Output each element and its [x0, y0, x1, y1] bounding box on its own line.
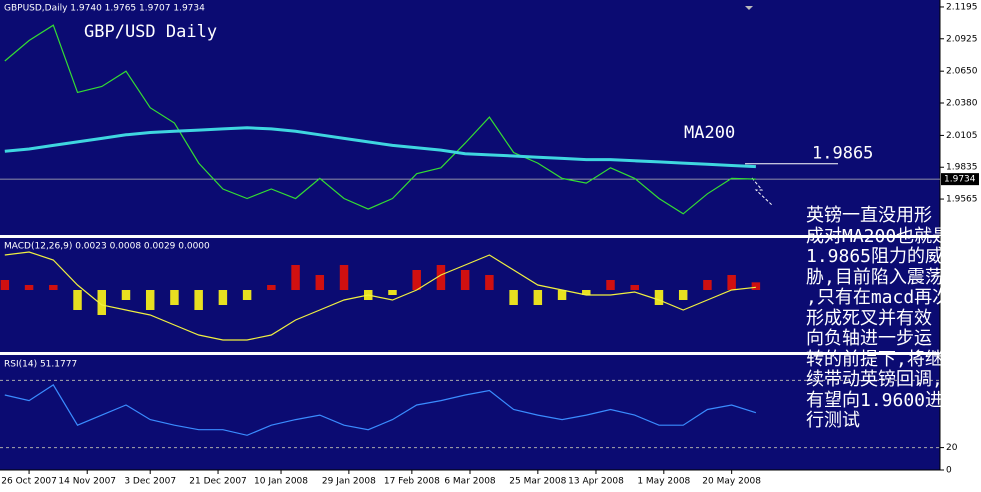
price-panel — [0, 0, 940, 235]
histogram-bar — [339, 265, 349, 290]
y-tick-label: 20 — [946, 443, 958, 453]
x-tick-label: 3 Dec 2007 — [124, 477, 176, 487]
histogram-bar — [606, 280, 615, 290]
histogram-bar — [751, 282, 761, 290]
y-tick-label: 1.9565 — [946, 195, 978, 205]
series-line — [4, 384, 757, 436]
x-tick-label: 13 Apr 2008 — [568, 477, 624, 487]
histogram-bar — [388, 290, 397, 295]
histogram-bar — [242, 290, 252, 300]
y-tick-label: 0 — [946, 466, 952, 476]
overlay-line: 胁,目前陷入震荡 — [806, 266, 943, 288]
histogram-bar — [170, 290, 179, 305]
x-tick-label: 29 Jan 2008 — [322, 477, 376, 487]
histogram-bar — [315, 275, 325, 290]
histogram-bar — [533, 290, 543, 305]
histogram-bar — [24, 285, 34, 290]
overlay-line: 续带动英镑回调, — [806, 369, 943, 390]
x-tick-label: 26 Oct 2007 — [1, 477, 57, 487]
histogram-bar — [73, 290, 82, 310]
series-line — [4, 126, 756, 169]
y-tick-label: 1.9835 — [946, 163, 978, 173]
x-tick-label: 6 Mar 2008 — [444, 477, 496, 487]
overlay-text: 英镑一直没用形 成对MA200也就是 1.9865阻力的威 胁,目前陷入震荡 ,只有在m… — [806, 205, 951, 432]
overlay-line: 向负轴进一步运 — [806, 328, 932, 349]
overlay-line: 有望向1.9600进 — [806, 389, 944, 411]
histogram-bar — [121, 290, 131, 300]
histogram-bar — [678, 290, 688, 300]
histogram-bar — [703, 280, 712, 290]
x-tick-label: 17 Feb 2008 — [384, 477, 440, 487]
histogram-bar — [630, 285, 639, 290]
histogram-bar — [0, 280, 10, 290]
series-line — [4, 251, 756, 341]
y-tick-label: 2.0105 — [946, 131, 978, 141]
annotation: 1.9865 — [812, 144, 873, 164]
overlay-line: 转的前提下,将继 — [806, 348, 943, 370]
forecast-arrow — [751, 177, 773, 206]
histogram-bar — [291, 265, 300, 290]
histogram-bar — [509, 290, 518, 305]
histogram-bar — [485, 275, 494, 290]
chart-subtitle: GBPUSD,Daily 1.9740 1.9765 1.9707 1.9734 — [4, 4, 205, 14]
histogram-bar — [97, 290, 106, 315]
overlay-line: 形成死叉并有效 — [806, 307, 932, 329]
overlay-line: 行测试 — [806, 410, 860, 431]
histogram-bar — [727, 275, 736, 290]
rsi-panel — [0, 355, 940, 470]
histogram-bar — [436, 265, 446, 290]
overlay-line: 1.9865阻力的威 — [806, 246, 944, 267]
histogram-bar — [654, 290, 664, 305]
overlay-line: 成对MA200也就是 — [806, 225, 951, 247]
overlay-line: ,只有在macd再次 — [806, 287, 951, 308]
y-tick-label: 2.0650 — [946, 67, 978, 77]
y-tick-label: 2.1195 — [946, 2, 978, 12]
histogram-bar — [218, 290, 228, 305]
panel-title: RSI(14) 51.1777 — [4, 360, 77, 370]
y-tick-label: 2.0925 — [946, 34, 978, 44]
x-tick-label: 14 Nov 2007 — [58, 477, 116, 487]
overlay-line: 英镑一直没用形 — [806, 205, 932, 226]
panel-arrow — [745, 6, 753, 10]
y-tick-label: 2.0380 — [946, 99, 978, 109]
last-price-box — [941, 173, 979, 186]
chart-title: GBP/USD Daily — [84, 22, 217, 42]
histogram-bar — [145, 290, 155, 310]
last-price-label: 1.9734 — [944, 175, 976, 185]
histogram-bar — [49, 285, 58, 290]
x-tick-label: 10 Jan 2008 — [254, 477, 308, 487]
x-tick-label: 25 Mar 2008 — [509, 477, 566, 487]
histogram-bar — [582, 290, 591, 295]
series-line — [4, 24, 756, 215]
histogram-bar — [460, 270, 470, 290]
histogram-bar — [557, 290, 567, 300]
macd-panel — [0, 238, 940, 352]
x-tick-label: 20 May 2008 — [702, 477, 761, 487]
histogram-bar — [194, 290, 203, 310]
x-tick-label: 1 May 2008 — [637, 477, 690, 487]
histogram-bar — [267, 285, 276, 290]
panel-title: MACD(12,26,9) 0.0023 0.0008 0.0029 0.000… — [4, 242, 210, 252]
histogram-bar — [412, 270, 421, 290]
annotation: MA200 — [684, 123, 735, 143]
x-tick-label: 21 Dec 2007 — [189, 477, 247, 487]
